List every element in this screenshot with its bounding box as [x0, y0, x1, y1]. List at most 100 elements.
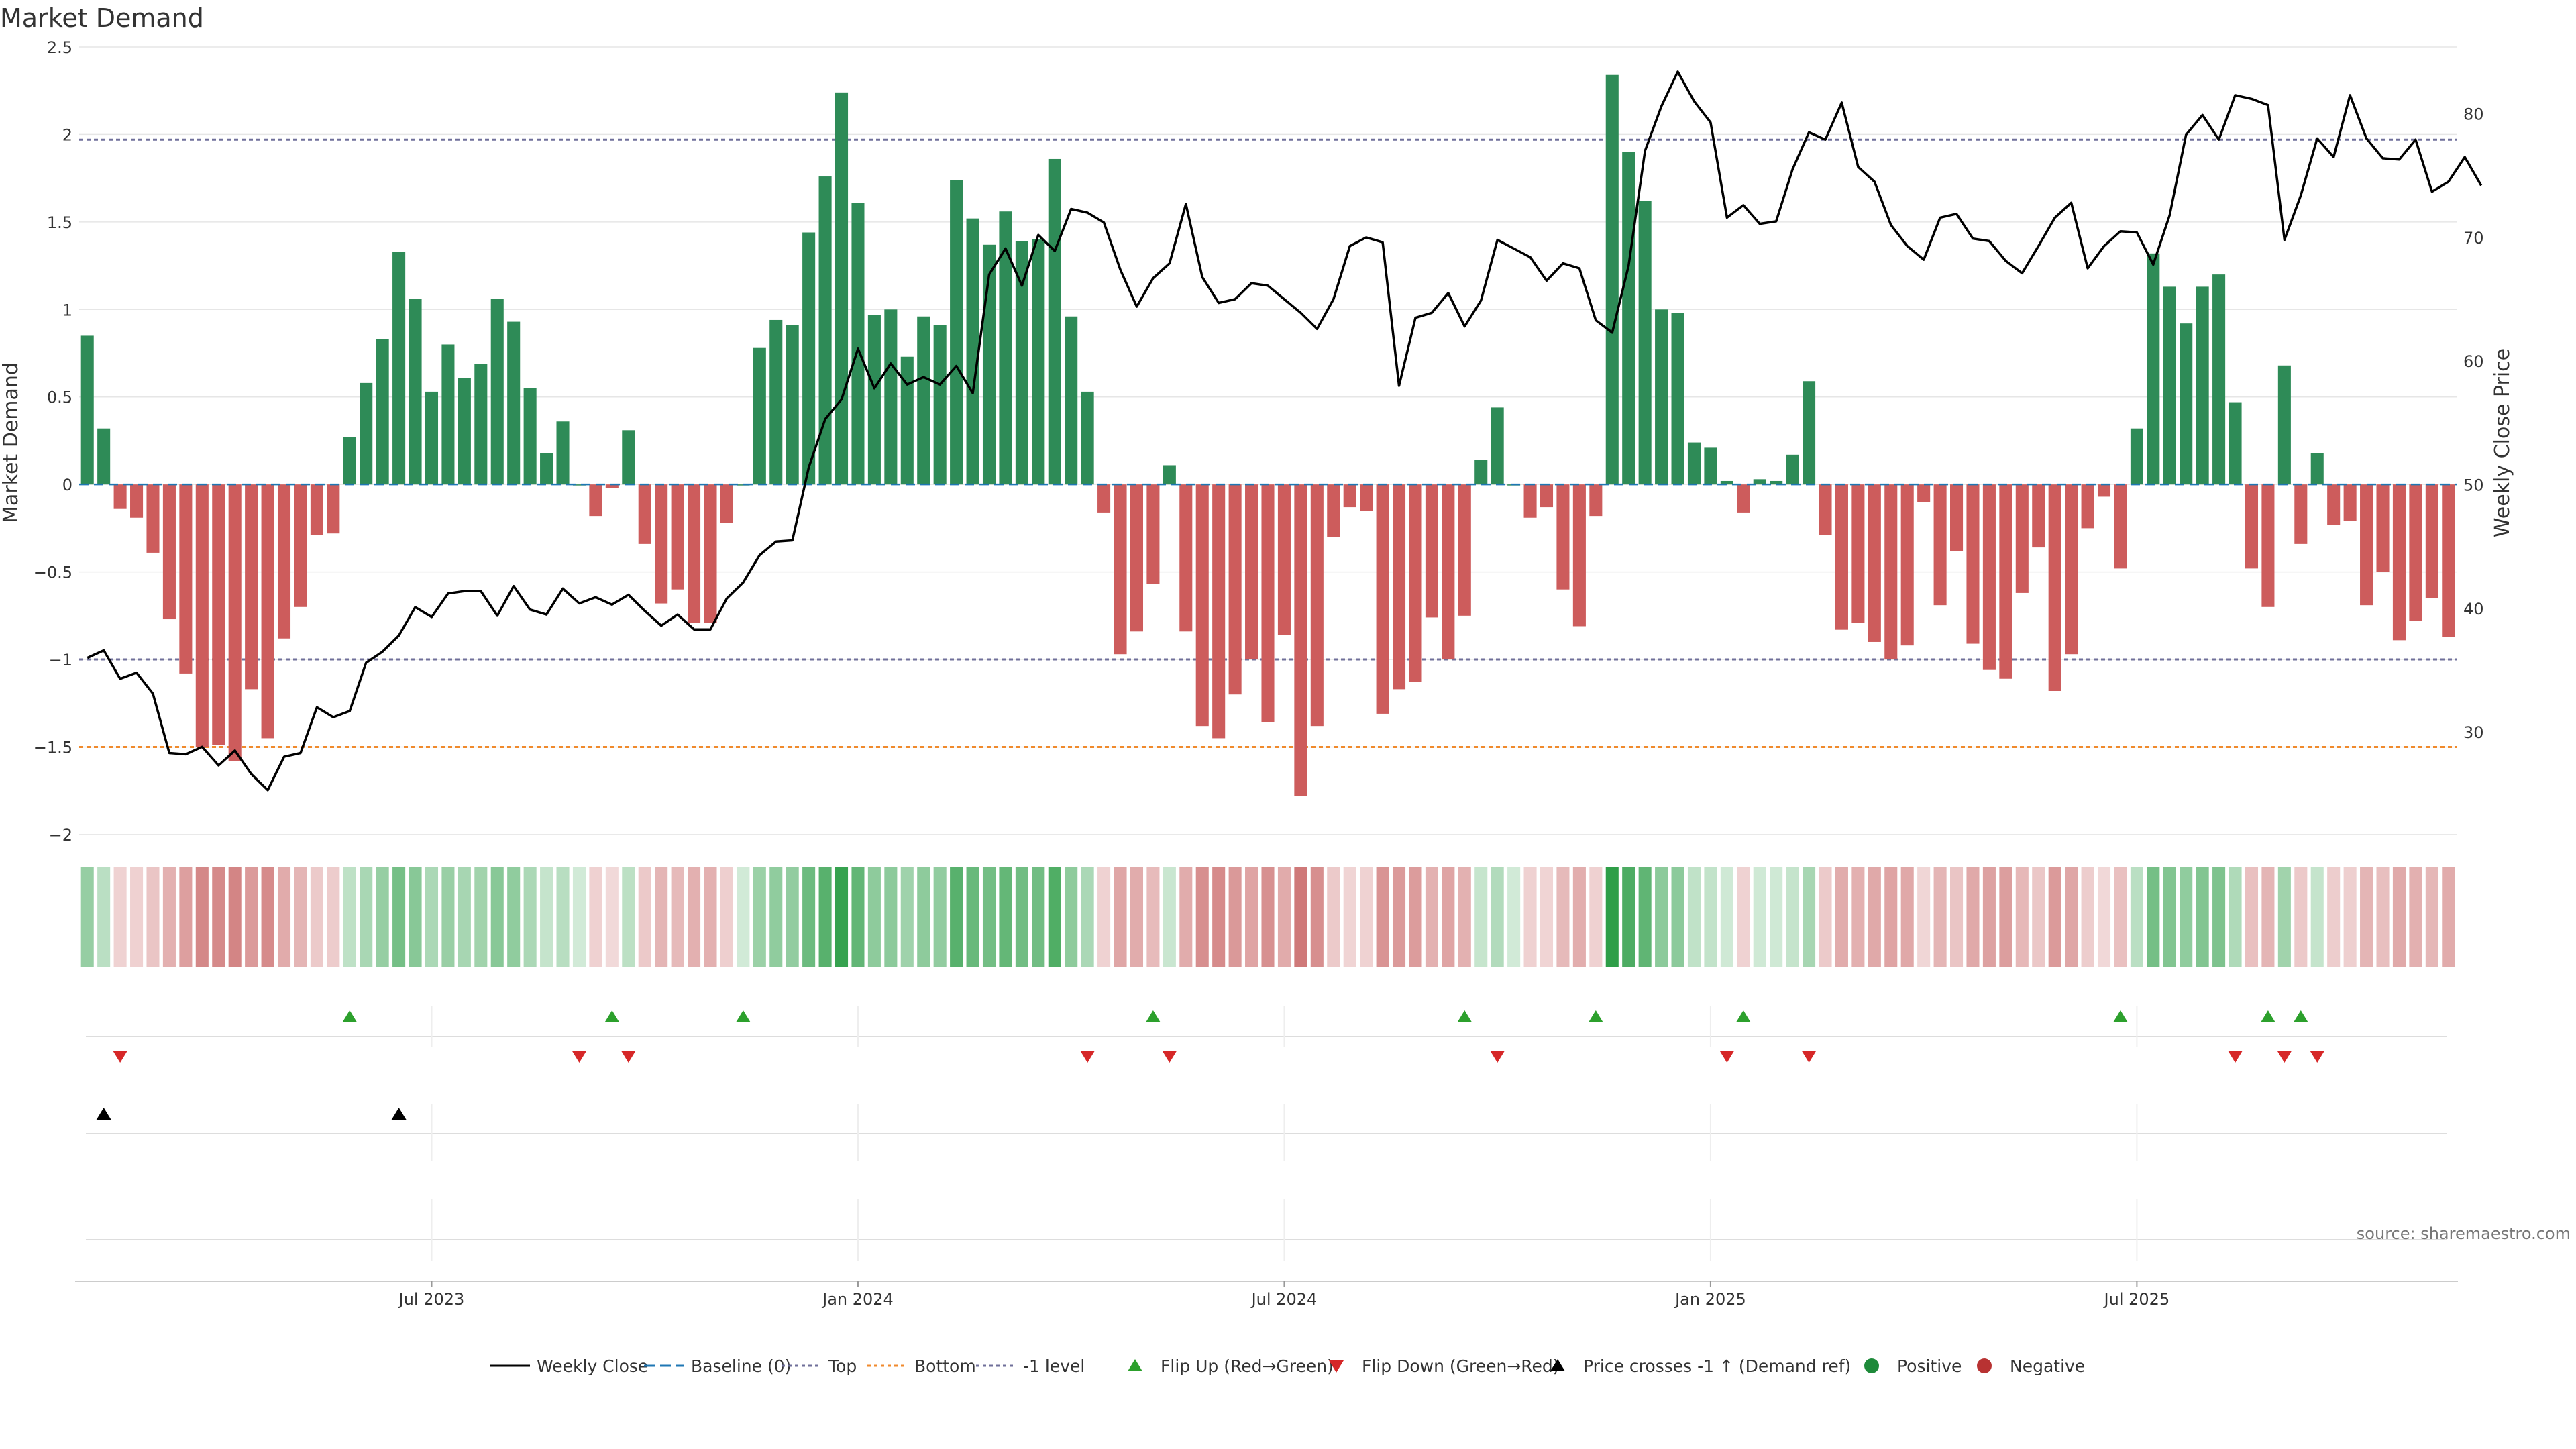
- demand-bar-positive: [737, 484, 750, 486]
- y2-tick-label: 70: [2463, 229, 2484, 248]
- strip-cell-negative: [130, 867, 144, 967]
- demand-bar-positive: [2277, 365, 2291, 485]
- strip-cell-negative: [1409, 867, 1422, 967]
- legend-label-cross: Price crosses -1 ↑ (Demand ref): [1583, 1356, 1851, 1376]
- strip-cell-positive: [540, 867, 553, 967]
- demand-bar-positive: [802, 232, 816, 485]
- strip-cell-positive: [343, 867, 356, 967]
- strip-cell-negative: [2442, 867, 2455, 967]
- strip-cell-negative: [2376, 867, 2390, 967]
- strip-cell-positive: [409, 867, 422, 967]
- demand-bar-negative: [1572, 484, 1586, 627]
- demand-bar-negative: [2392, 484, 2406, 641]
- strip-cell-positive: [2163, 867, 2176, 967]
- strip-cell-negative: [2032, 867, 2045, 967]
- demand-bar-negative: [162, 484, 176, 620]
- demand-bar-negative: [2048, 484, 2061, 691]
- strip-cell-negative: [1392, 867, 1406, 967]
- strip-cell-negative: [1737, 867, 1750, 967]
- demand-bar-negative: [2032, 484, 2045, 548]
- strip-cell-positive: [999, 867, 1012, 967]
- demand-bar-negative: [589, 484, 602, 517]
- strip-cell-negative: [2392, 867, 2406, 967]
- strip-cell-positive: [1803, 867, 1816, 967]
- demand-bar-positive: [1803, 381, 1816, 485]
- x-tick-label: Jul 2025: [2103, 1290, 2170, 1309]
- strip-cell-negative: [1966, 867, 1980, 967]
- strip-cell-positive: [851, 867, 865, 967]
- x-axis-ticks: Jul 2023 Jan 2024 Jul 2024 Jan 2025 Jul 2025: [398, 1281, 2170, 1309]
- demand-bar-negative: [2360, 484, 2373, 606]
- flip-down-marker: [1162, 1051, 1177, 1063]
- strip-cell-positive: [2196, 867, 2209, 967]
- strip-cell-negative: [310, 867, 323, 967]
- demand-bar-negative: [2065, 484, 2078, 655]
- flip-down-marker: [113, 1051, 128, 1063]
- demand-bar-negative: [1917, 484, 1931, 502]
- strip-cell-positive: [360, 867, 373, 967]
- demand-bar-negative: [1556, 484, 1570, 590]
- demand-bar-positive: [900, 356, 914, 485]
- demand-bar-negative: [1589, 484, 1603, 517]
- demand-bar-positive: [835, 92, 849, 485]
- strip-cell-negative: [1835, 867, 1848, 967]
- demand-bar-negative: [195, 484, 209, 747]
- demand-bar-positive: [933, 325, 947, 485]
- demand-bar-negative: [1737, 484, 1750, 513]
- y2-tick-label: 80: [2463, 105, 2484, 124]
- demand-bar-negative: [1999, 484, 2012, 679]
- demand-bar-negative: [2327, 484, 2341, 525]
- demand-bar-negative: [1245, 484, 1258, 660]
- demand-bar-positive: [2212, 274, 2226, 485]
- strip-cell-positive: [458, 867, 471, 967]
- legend-swatch-cross: [1550, 1359, 1565, 1371]
- strip-cell-positive: [1491, 867, 1504, 967]
- demand-bar-positive: [769, 319, 783, 485]
- strip-cell-negative: [1950, 867, 1964, 967]
- demand-bar-positive: [1687, 442, 1701, 485]
- strip-cell-positive: [2130, 867, 2143, 967]
- strip-cell-negative: [1982, 867, 1996, 967]
- demand-bar-positive: [540, 453, 553, 485]
- demand-bar-positive: [490, 299, 504, 485]
- demand-bar-positive: [572, 484, 586, 486]
- strip-cell-positive: [1720, 867, 1733, 967]
- legend: Weekly Close Baseline (0) Top Bottom -1 leve…: [490, 1356, 2085, 1376]
- demand-bar-negative: [1294, 484, 1307, 796]
- strip-cell-negative: [688, 867, 701, 967]
- strip-cell-positive: [441, 867, 455, 967]
- demand-bar-negative: [1966, 484, 1980, 644]
- demand-bar-negative: [2294, 484, 2308, 544]
- strip-cell-negative: [1540, 867, 1554, 967]
- strip-cell-positive: [1605, 867, 1619, 967]
- strip-cell-positive: [490, 867, 504, 967]
- strip-cell-negative: [1360, 867, 1373, 967]
- strip-cell-negative: [1999, 867, 2012, 967]
- x-tick-label: Jan 2024: [821, 1290, 894, 1309]
- strip-cell-positive: [556, 867, 570, 967]
- demand-bar-positive: [1015, 241, 1028, 485]
- demand-bar-negative: [605, 484, 619, 488]
- strip-cell-positive: [97, 867, 111, 967]
- strip-cell-positive: [2229, 867, 2242, 967]
- strip-cell-negative: [245, 867, 258, 967]
- flip-down-marker: [1719, 1051, 1735, 1063]
- strip-cell-positive: [474, 867, 488, 967]
- demand-bar-positive: [1065, 316, 1078, 485]
- strip-cell-positive: [1081, 867, 1094, 967]
- demand-bar-negative: [1425, 484, 1438, 618]
- demand-bar-negative: [655, 484, 668, 604]
- flip-up-marker: [342, 1010, 358, 1022]
- demand-bar-positive: [1474, 460, 1488, 485]
- demand-bar-negative: [1392, 484, 1406, 690]
- strip-cell-positive: [933, 867, 947, 967]
- flip-down-marker: [1080, 1051, 1095, 1063]
- demand-bar-negative: [212, 484, 225, 745]
- legend-swatch-negative: [1977, 1358, 1992, 1373]
- strip-cell-negative: [1425, 867, 1438, 967]
- demand-bars: [79, 74, 2457, 796]
- strip-cell-negative: [2261, 867, 2275, 967]
- strip-cell-negative: [195, 867, 209, 967]
- legend-label-minus1: -1 level: [1023, 1356, 1085, 1376]
- strip-cell-negative: [1900, 867, 1914, 967]
